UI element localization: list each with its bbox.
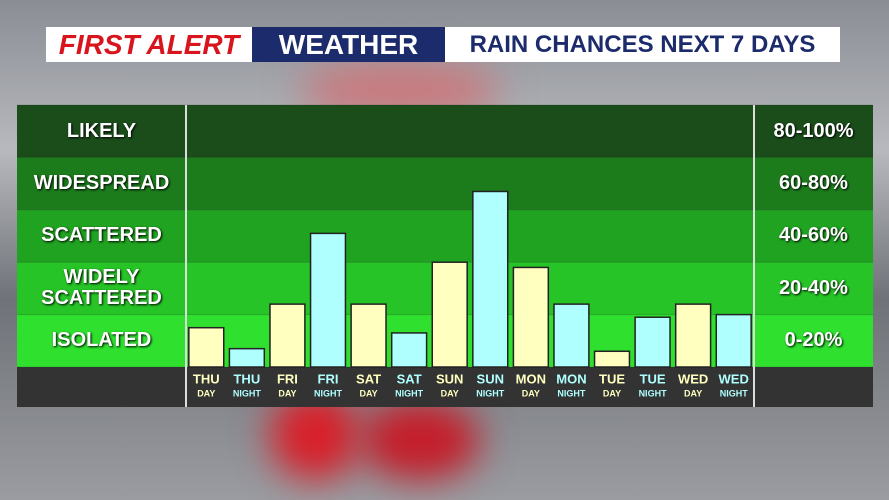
bar <box>512 266 550 368</box>
section: WEATHER <box>278 28 419 60</box>
band <box>17 105 873 158</box>
x-tick-label: SUN <box>436 371 463 386</box>
x-tick-label: WED <box>719 371 749 386</box>
x-tick-sublabel: DAY <box>359 388 377 398</box>
x-tick-label: THU <box>233 371 260 386</box>
x-tick-label: FRI <box>277 371 298 386</box>
range-label: 20-40% <box>779 276 848 299</box>
bar <box>390 332 428 368</box>
x-tick-label: WED <box>678 371 708 386</box>
title-box: RAIN CHANCES NEXT 7 DAYS <box>445 27 840 62</box>
x-tick-sublabel: NIGHT <box>720 388 749 398</box>
band-label: LIKELY <box>66 119 137 142</box>
bar <box>350 303 387 368</box>
bar <box>553 303 590 368</box>
x-tick-label: THU <box>193 371 220 386</box>
background-blur <box>360 400 480 480</box>
brand-box: FIRST ALERT <box>46 27 252 62</box>
x-tick-label: SUN <box>477 371 504 386</box>
x-tick-label: SAT <box>397 371 422 386</box>
x-tick-label: MON <box>556 371 586 386</box>
section-box: WEATHER <box>252 27 445 62</box>
x-tick-sublabel: NIGHT <box>476 388 505 398</box>
x-tick-label: SAT <box>356 371 381 386</box>
chart-title: RAIN CHANCES NEXT 7 DAYS <box>469 30 816 58</box>
bar <box>674 303 712 368</box>
band-label: SCATTERED <box>41 224 162 247</box>
range-label: 0-20% <box>784 329 843 352</box>
x-tick-sublabel: NIGHT <box>639 388 668 398</box>
x-tick-sublabel: DAY <box>197 388 215 398</box>
x-tick-sublabel: DAY <box>684 388 702 398</box>
range-label: 60-80% <box>779 172 848 195</box>
x-tick-sublabel: DAY <box>278 388 296 398</box>
bar <box>228 347 266 368</box>
x-tick-label: TUE <box>640 371 666 386</box>
x-tick-sublabel: DAY <box>441 388 459 398</box>
bar <box>472 190 509 368</box>
x-tick-sublabel: NIGHT <box>395 388 424 398</box>
x-tick-label: MON <box>516 371 546 386</box>
band-label: ISOLATED <box>51 329 152 352</box>
bar <box>431 261 468 368</box>
bar <box>269 303 306 368</box>
bar <box>309 232 347 368</box>
range-label: 40-60% <box>779 224 848 247</box>
x-tick-sublabel: DAY <box>522 388 540 398</box>
x-tick-sublabel: NIGHT <box>557 388 586 398</box>
range-label: 80-100% <box>773 119 854 142</box>
x-tick-label: TUE <box>599 371 625 386</box>
band <box>17 157 873 210</box>
band <box>17 209 873 263</box>
label-row <box>17 367 873 407</box>
x-tick-label: FRI <box>318 371 339 386</box>
bar <box>634 316 671 368</box>
brand: FIRST ALERT <box>58 28 240 60</box>
bar <box>188 326 225 368</box>
bar <box>715 313 752 368</box>
bar <box>593 350 631 368</box>
x-tick-sublabel: NIGHT <box>314 388 343 398</box>
x-tick-sublabel: DAY <box>603 388 621 398</box>
band-label: WIDESPREAD <box>33 172 170 195</box>
x-tick-sublabel: NIGHT <box>233 388 262 398</box>
band-label: WIDELY SCATTERED <box>41 266 162 310</box>
